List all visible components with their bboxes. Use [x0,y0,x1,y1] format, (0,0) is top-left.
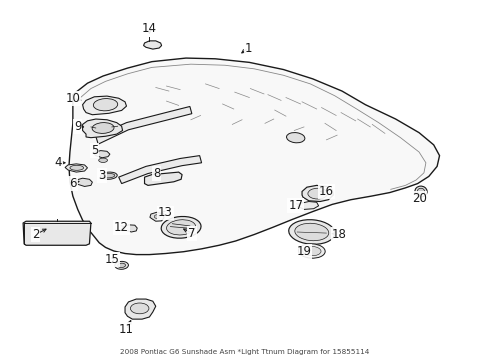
Ellipse shape [93,99,118,111]
Ellipse shape [286,132,304,143]
Polygon shape [125,299,156,319]
Ellipse shape [307,188,327,199]
Ellipse shape [302,246,321,256]
Ellipse shape [70,165,83,170]
Polygon shape [23,221,91,245]
Polygon shape [82,96,126,115]
Ellipse shape [166,220,195,235]
Polygon shape [96,107,191,144]
Text: 11: 11 [119,323,134,336]
Polygon shape [75,178,92,186]
Text: 2008 Pontiac G6 Sunshade Asm *Light Ttnum Diagram for 15855114: 2008 Pontiac G6 Sunshade Asm *Light Ttnu… [120,349,368,355]
Text: 4: 4 [54,156,62,169]
Text: 19: 19 [296,245,311,258]
Polygon shape [122,225,137,232]
Text: 7: 7 [188,226,195,239]
Ellipse shape [130,303,149,314]
Polygon shape [143,41,161,49]
Text: 6: 6 [69,177,77,190]
Ellipse shape [154,215,159,219]
Text: 13: 13 [158,207,173,220]
Text: 1: 1 [244,41,252,54]
Ellipse shape [414,186,426,197]
Polygon shape [65,164,87,172]
Ellipse shape [416,188,424,195]
Text: 10: 10 [65,92,80,105]
Ellipse shape [115,261,128,269]
Text: 16: 16 [318,185,333,198]
Ellipse shape [298,244,325,258]
Polygon shape [119,156,201,184]
Text: 9: 9 [74,121,81,134]
Text: 5: 5 [90,144,98,157]
Polygon shape [144,172,182,185]
Polygon shape [150,212,163,221]
Text: 17: 17 [287,199,303,212]
Text: 14: 14 [142,22,157,35]
Text: 12: 12 [114,221,129,234]
Text: 3: 3 [98,169,105,182]
Text: 2: 2 [32,228,40,241]
Ellipse shape [288,220,334,244]
Ellipse shape [101,172,117,179]
Text: 20: 20 [411,192,426,205]
Ellipse shape [103,174,115,178]
Polygon shape [302,185,332,202]
Text: 18: 18 [331,228,346,241]
Ellipse shape [92,123,114,134]
Ellipse shape [99,158,107,162]
Polygon shape [69,58,439,255]
Polygon shape [82,119,122,138]
Polygon shape [94,150,110,158]
Ellipse shape [118,263,125,267]
Polygon shape [299,202,318,210]
Text: 15: 15 [104,253,119,266]
Ellipse shape [294,223,328,241]
Text: 8: 8 [153,167,160,180]
Ellipse shape [161,216,201,238]
